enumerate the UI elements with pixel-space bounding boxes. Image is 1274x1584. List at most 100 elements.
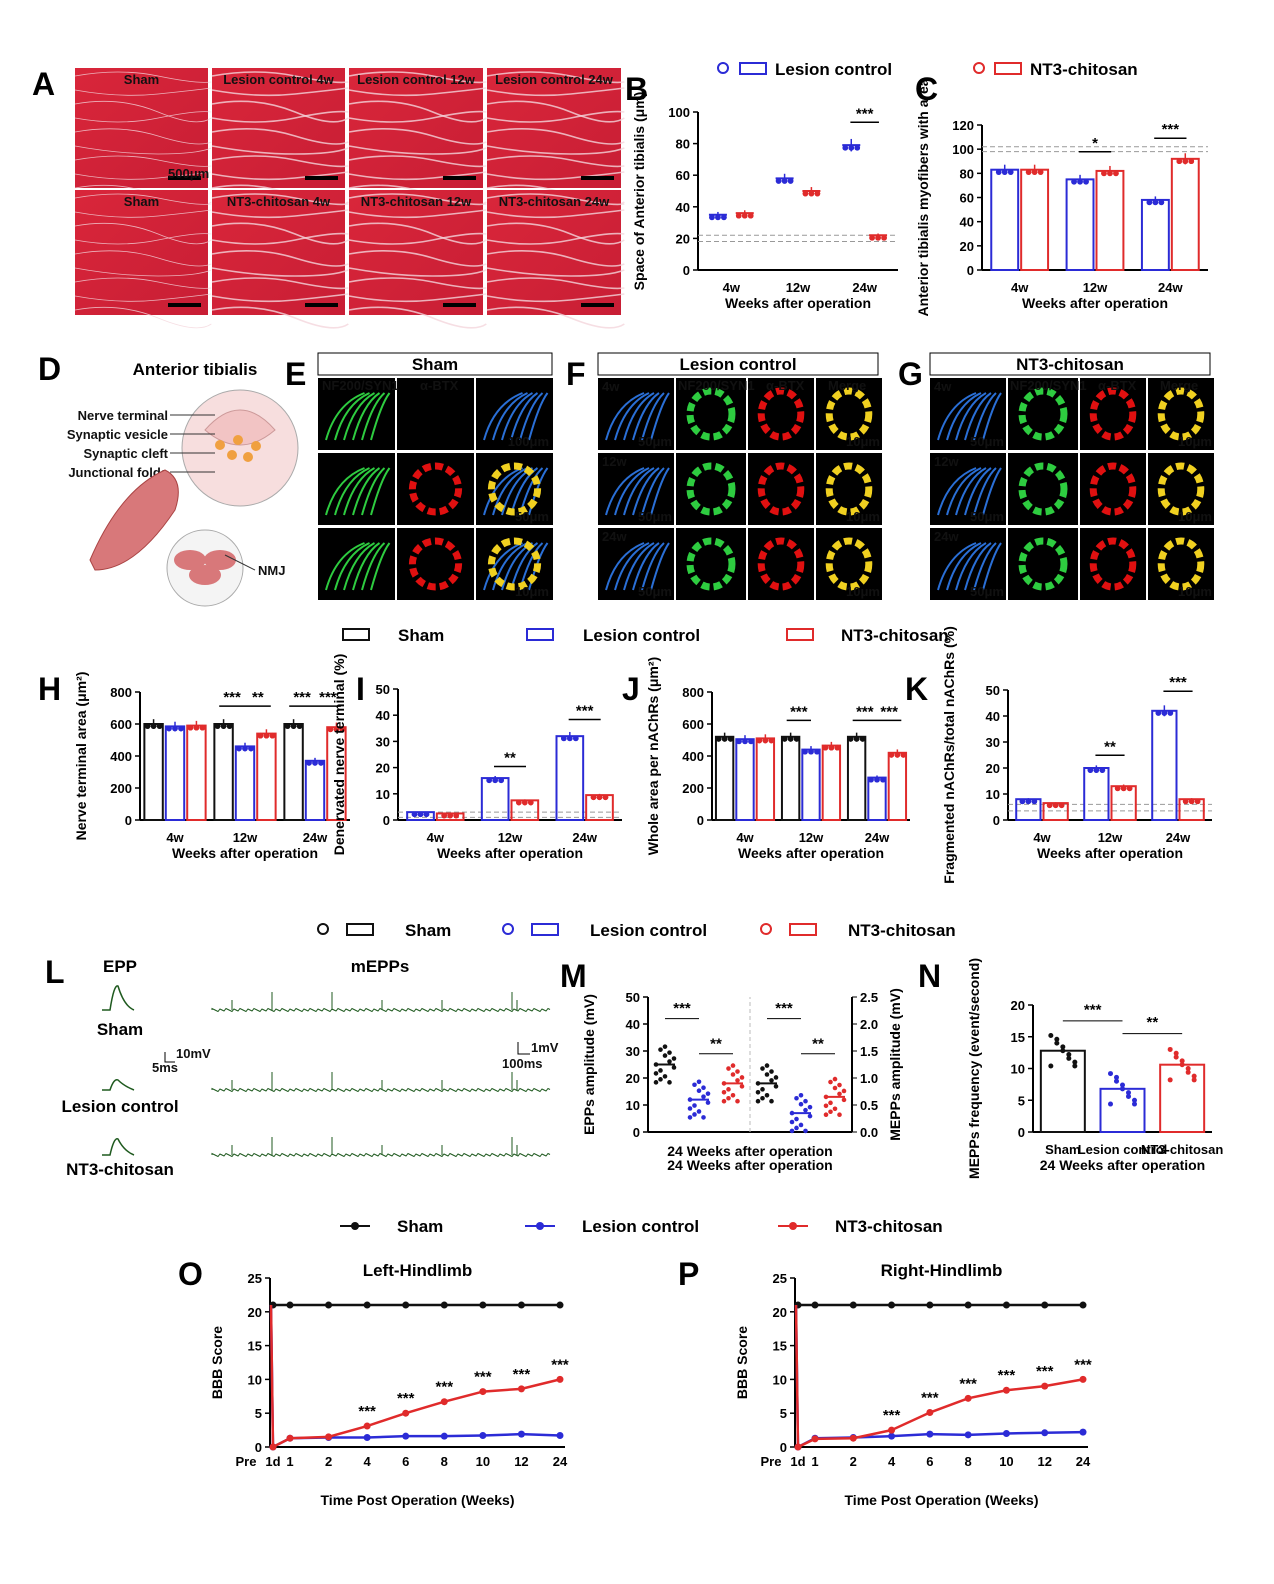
data-point (556, 1432, 564, 1440)
data-point (1167, 1077, 1173, 1083)
fiber-boundary (348, 277, 487, 290)
y-axis-label: Denervated nerve terminal (%) (331, 654, 347, 856)
fiber-boundary (486, 293, 625, 303)
data-point (787, 178, 794, 184)
data-point (880, 776, 886, 783)
fiber-signal (605, 542, 645, 591)
data-point (517, 1301, 525, 1309)
significance-label: ** (1104, 738, 1116, 755)
data-point (794, 1095, 799, 1101)
fiber-signal (370, 392, 391, 441)
data-point (567, 735, 573, 742)
data-point (1066, 1055, 1072, 1061)
data-point (522, 799, 528, 806)
nmj-signal (1089, 462, 1137, 516)
scale-label: 50μm (970, 509, 1004, 524)
significance-label: ** (812, 1035, 824, 1052)
fiber-boundary (486, 277, 625, 290)
y-tick-label: 10 (986, 787, 1000, 802)
data-point (596, 794, 603, 801)
week-label: 12w (934, 454, 959, 469)
y-tick-label: 0 (633, 1125, 640, 1140)
y-tick-label: 100 (952, 142, 974, 157)
data-point (447, 812, 453, 819)
data-point (807, 1113, 813, 1119)
fiber-signal (352, 392, 381, 441)
legend-label: NT3-chitosan (1030, 60, 1138, 79)
bar (780, 735, 801, 821)
data-point (1114, 1074, 1119, 1080)
panel-title: Lesion control (679, 355, 796, 374)
y-tick-label: 15 (1011, 1030, 1025, 1045)
y-tick-label: 0 (993, 813, 1000, 828)
y-axis-label: Anterior tibialis myofibers with area (915, 78, 931, 316)
data-point (363, 1434, 371, 1442)
x-tick-label: 24w (1166, 830, 1191, 845)
data-point (1185, 1066, 1191, 1071)
fiber-boundary (74, 293, 212, 302)
x-tick-label: 10 (476, 1454, 490, 1469)
y-tick-label: 400 (110, 749, 132, 764)
scale-label: 10μm (846, 584, 880, 599)
fiber-boundary (486, 232, 625, 245)
data-point (741, 212, 748, 219)
panel-title: NT3-chitosan (1016, 355, 1124, 374)
data-point (828, 744, 835, 751)
x-axis-label: Weeks after operation (172, 845, 318, 861)
fiber-boundary (348, 232, 487, 245)
micrograph-overview (598, 378, 674, 450)
y-axis-label: BBB Score (209, 1326, 225, 1399)
data-point (1191, 1073, 1197, 1079)
channel-label: α-BTX (766, 378, 805, 393)
fiber-signal (361, 467, 386, 516)
fiber-boundary (211, 193, 349, 206)
data-point (573, 735, 579, 742)
y-tick-label: 20 (676, 231, 690, 246)
title-box (597, 352, 879, 376)
scale-bar (443, 303, 476, 307)
data-point (875, 235, 881, 241)
bar (1065, 178, 1095, 271)
data-point (735, 1098, 740, 1104)
data-point (1060, 1048, 1066, 1054)
schematic-label: Synaptic vesicle (67, 427, 168, 442)
data-point (658, 1047, 663, 1052)
data-point (236, 745, 242, 752)
data-point (789, 1128, 795, 1134)
y-tick-label: 20 (1011, 998, 1025, 1013)
fiber-boundary (486, 171, 625, 181)
data-point (764, 1063, 770, 1068)
x-axis-label: Time Post Operation (Weeks) (845, 1492, 1039, 1508)
fiber-signal (982, 542, 1002, 591)
image-label: Lesion control 4w (223, 72, 334, 87)
fiber-signal (343, 542, 375, 591)
data-point (769, 1098, 774, 1104)
x-axis-label: Weeks after operation (437, 845, 583, 861)
data-point (1025, 798, 1032, 805)
legend-marker (973, 62, 985, 74)
fiber-boundary (348, 87, 487, 97)
mepp-trace (211, 1007, 551, 1013)
data-point (726, 1095, 731, 1101)
data-point (727, 736, 734, 742)
data-point (1052, 802, 1059, 809)
nerve-terminal-shape (204, 409, 276, 446)
data-point (1173, 1050, 1179, 1056)
y-tick-label: 5 (1018, 1093, 1025, 1108)
significance-label: *** (1162, 121, 1180, 138)
fiber-signal (973, 392, 997, 441)
data-point (721, 1090, 727, 1095)
fiber-boundary (211, 232, 349, 245)
fiber-boundary (74, 306, 212, 329)
fiber-boundary (74, 145, 212, 155)
fiber-signal (325, 467, 365, 516)
legend-swatch (346, 923, 374, 936)
panel-letter: C (915, 71, 938, 107)
micrograph-red (397, 378, 474, 450)
y-tick-label: 30 (626, 1044, 640, 1059)
y-tick-label: 5 (255, 1406, 262, 1421)
data-point (1191, 1077, 1197, 1083)
legend-label: Sham (398, 626, 444, 645)
data-point (687, 1115, 693, 1120)
data-point (803, 1128, 808, 1134)
